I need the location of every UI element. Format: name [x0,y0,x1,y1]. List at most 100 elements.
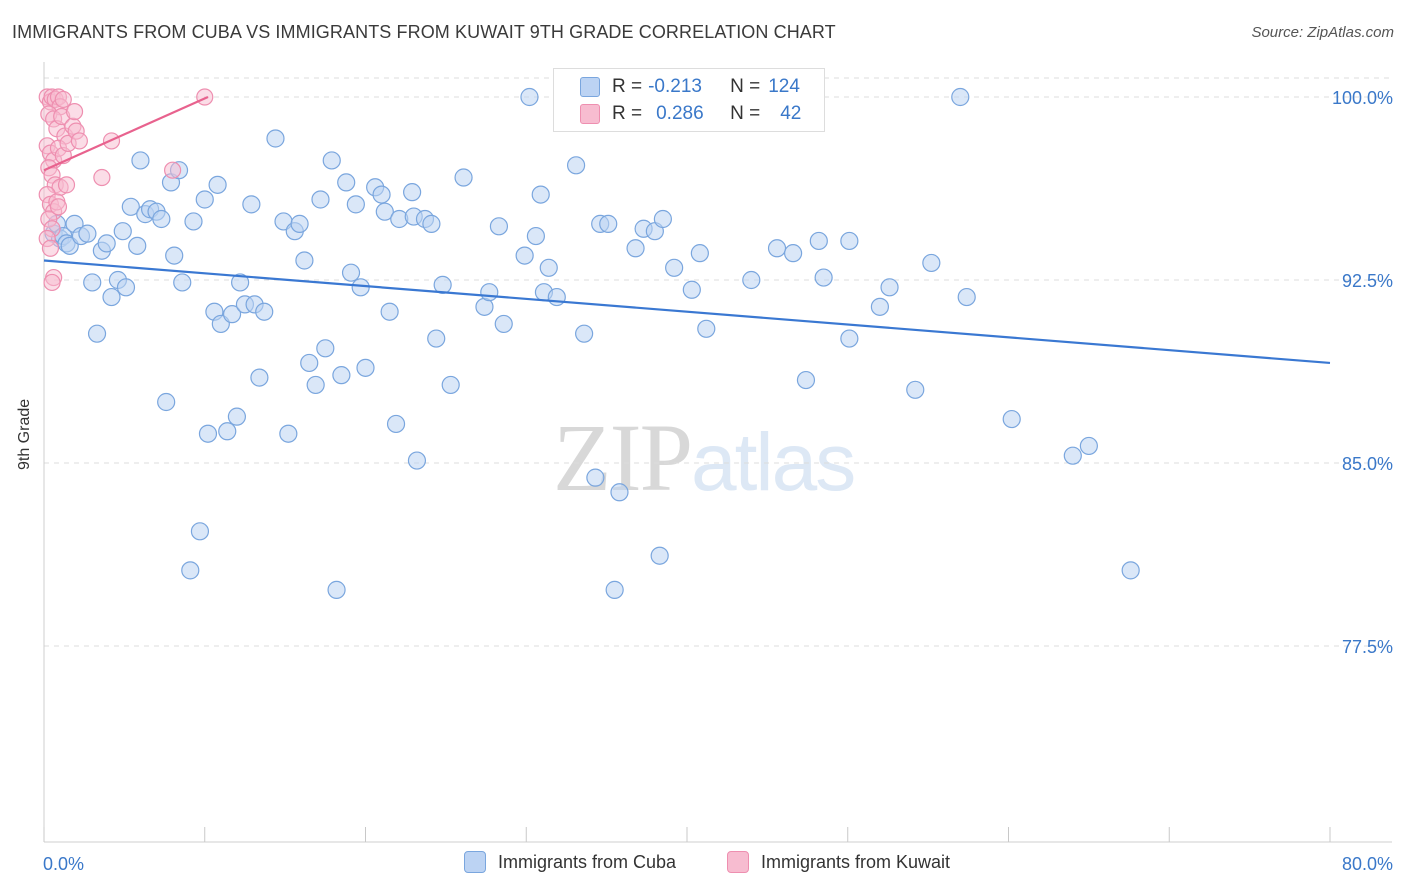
cuba-point [586,468,605,487]
cuba-point [575,324,594,343]
stats-r-label-cuba: R = [612,76,643,97]
cuba-point [526,226,545,246]
cuba-point [295,251,314,270]
cuba-point [796,370,816,390]
cuba-point [195,190,214,209]
legend-swatch-cuba [464,851,486,873]
cuba-point [78,224,97,243]
cuba-point [316,339,335,358]
stats-r-value-kuwait: 0.286 [656,103,704,124]
cuba-point [1063,446,1082,465]
cuba-point [190,522,210,541]
kuwait-point [164,161,182,179]
cuba-point [306,375,325,395]
cuba-point [403,183,422,202]
legend-label-cuba: Immigrants from Cuba [498,851,677,872]
y-tick-label: 100.0% [1332,88,1393,108]
cuba-point [311,190,330,209]
cuba-point [690,244,709,263]
cuba-point [208,175,227,194]
kuwait-point [196,88,214,106]
stats-r-label-kuwait: R = [612,103,643,124]
cuba-point [840,231,859,251]
cuba-point [840,329,859,348]
legend-swatch-kuwait [727,851,749,873]
cuba-point [300,353,319,373]
cuba-point [279,424,298,443]
cuba-point [121,197,140,216]
cuba-point [1079,436,1098,456]
stats-swatch-cuba [580,77,600,97]
cuba-point [767,239,787,258]
cuba-point [880,278,899,297]
cuba-point [407,451,427,470]
x-tick-label: 80.0% [1342,854,1393,874]
cuba-point [566,156,586,175]
cuba-point [327,580,346,599]
cuba-point [255,302,274,321]
cuba-point [814,268,833,287]
cuba-point [87,324,107,343]
stats-row-kuwait: R = 0.286 N = 42 [554,100,801,128]
cuba-point [152,209,171,229]
cuba-point [742,270,761,290]
stats-swatch-kuwait [580,104,600,124]
cuba-point [539,258,558,277]
cuba-point [626,239,645,258]
cuba-point [380,302,399,321]
stats-n-label-kuwait: N = [730,103,761,124]
cuba-point [1002,409,1021,429]
cuba-point [113,222,132,241]
y-tick-label: 85.0% [1342,454,1393,474]
cuba-point [906,380,925,399]
cuba-point [341,263,361,282]
cuba-point [422,214,441,233]
cuba-trend-line [43,259,1331,365]
kuwait-trend-line [43,95,209,172]
bottom-legend: Immigrants from Cuba Immigrants from Kuw… [0,851,1406,879]
cuba-point [346,195,365,214]
cuba-point [332,366,351,385]
cuba-point [173,273,192,292]
legend-label-kuwait: Immigrants from Kuwait [761,851,951,872]
stats-n-value-kuwait: 42 [780,103,802,124]
legend-item-kuwait[interactable]: Immigrants from Kuwait [727,851,950,873]
cuba-point [116,278,136,297]
cuba-point [372,185,391,204]
stats-n-value-cuba: 124 [768,76,800,97]
cuba-point [653,209,672,229]
kuwait-point [54,90,72,109]
cuba-point [480,283,499,302]
kuwait-point [57,176,76,194]
cuba-point [489,217,509,236]
cuba-point [351,278,370,297]
kuwait-point [49,198,68,216]
cuba-point [650,546,669,565]
cuba-point [682,280,701,299]
cuba-point [386,414,406,434]
cuba-point [433,275,452,294]
kuwait-point [41,239,60,257]
cuba-point [222,305,242,324]
cuba-point [375,202,394,221]
cuba-point [322,151,341,170]
y-tick-label: 77.5% [1342,637,1393,657]
cuba-point [610,483,629,502]
cuba-point [97,234,116,253]
cuba-point [783,244,803,263]
cuba-point [515,246,534,265]
cuba-point [454,168,473,187]
legend-item-cuba[interactable]: Immigrants from Cuba [464,851,676,873]
cuba-point [184,212,203,231]
cuba-point [870,297,890,316]
cuba-point [665,258,684,277]
cuba-point [922,253,941,273]
stats-legend-box: R = -0.213 N = 124 R = 0.286 N = 42 [553,68,825,132]
kuwait-point [70,132,88,150]
cuba-point [605,580,624,599]
cuba-point [250,368,269,387]
stats-row-cuba: R = -0.213 N = 124 [554,73,800,101]
stats-n-label-cuba: N = [730,76,761,97]
cuba-point [547,287,566,307]
chart-title: IMMIGRANTS FROM CUBA VS IMMIGRANTS FROM … [12,22,836,42]
